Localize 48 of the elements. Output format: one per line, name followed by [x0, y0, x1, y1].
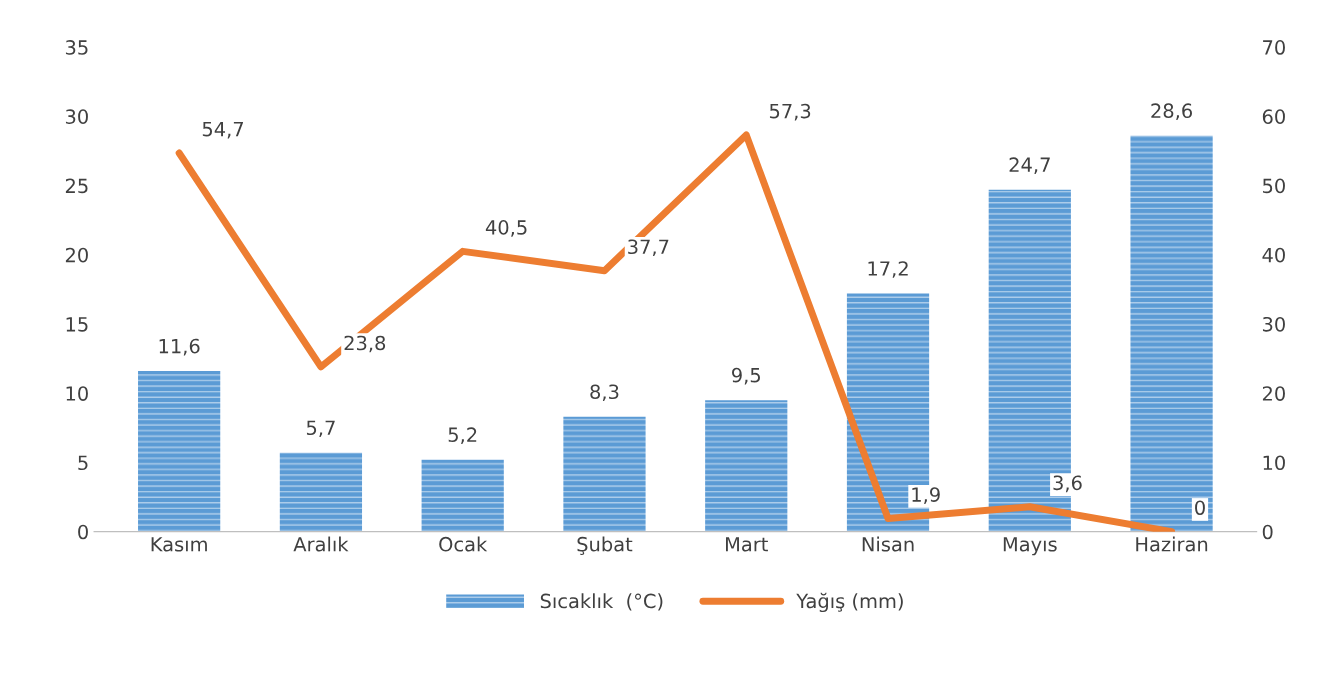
x-tick-label: Mart	[726, 537, 768, 552]
legend-label: Yağış (mm)	[796, 592, 903, 613]
y-tick-label: 15	[66, 317, 88, 332]
data-label: 24,7	[1009, 157, 1050, 175]
x-tick-label: Şubat	[577, 536, 633, 556]
y2-tick-label: 50	[1263, 178, 1285, 194]
x-tick-label: Mayıs	[1003, 537, 1057, 556]
x-tick-label: Kasım	[151, 537, 207, 552]
data-label: 28,6	[1151, 103, 1192, 121]
data-label: 3,6	[1053, 475, 1082, 493]
y-tick-label: 25	[65, 178, 88, 194]
y-tick-label: 5	[78, 455, 88, 471]
data-label: 17,2	[868, 261, 908, 278]
data-label: 23,8	[344, 335, 386, 353]
data-label: 1,9	[912, 487, 940, 504]
bar	[279, 452, 363, 532]
y2-tick-label: 60	[1262, 109, 1285, 124]
y2-tick-label: 10	[1263, 455, 1285, 471]
bar	[705, 400, 788, 532]
data-label: 8,3	[590, 384, 619, 402]
bar	[421, 459, 504, 532]
y-tick-label: 20	[65, 247, 88, 263]
data-label: 5,2	[448, 427, 477, 445]
y2-tick-label: 70	[1263, 40, 1285, 55]
data-label: 5,7	[306, 420, 335, 438]
legend-label: Sıcaklık (°C)	[540, 593, 663, 611]
data-label: 57,3	[769, 103, 811, 121]
y-tick-label: 30	[65, 109, 88, 124]
y2-tick-label: 20	[1262, 386, 1285, 401]
x-tick-label: Nisan	[862, 536, 914, 552]
data-label: 9,5	[732, 367, 761, 385]
y2-tick-label: 30	[1262, 316, 1285, 332]
data-label: 11,6	[159, 338, 200, 356]
bar	[138, 371, 221, 532]
x-tick-label: Aralık	[293, 536, 349, 552]
bar	[563, 416, 646, 532]
data-label: 0	[1195, 500, 1205, 516]
y-tick-label: 35	[65, 40, 88, 55]
y2-tick-label: 0	[1262, 524, 1273, 540]
x-tick-label: Ocak	[439, 536, 488, 552]
x-tick-label: Haziran	[1136, 536, 1208, 552]
bar	[1130, 135, 1213, 532]
y-tick-label: 0	[78, 524, 88, 540]
data-label: 54,7	[202, 121, 243, 139]
y-tick-label: 10	[66, 386, 88, 401]
data-label: 37,7	[628, 239, 669, 257]
data-label: 40,5	[485, 220, 527, 237]
y2-tick-label: 40	[1262, 247, 1285, 263]
